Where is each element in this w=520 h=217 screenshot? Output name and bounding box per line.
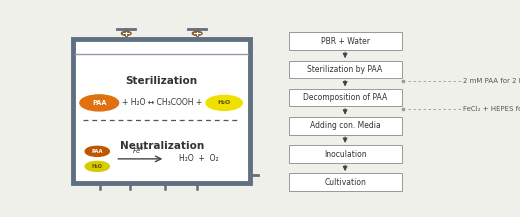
- FancyBboxPatch shape: [289, 89, 401, 106]
- Text: PAA: PAA: [92, 100, 107, 106]
- Text: Inoculation: Inoculation: [324, 150, 367, 159]
- FancyBboxPatch shape: [289, 61, 401, 78]
- Text: Cultivation: Cultivation: [324, 178, 366, 187]
- Text: + H₂O ↔ CH₃COOH +: + H₂O ↔ CH₃COOH +: [122, 98, 202, 107]
- FancyBboxPatch shape: [289, 117, 401, 135]
- Circle shape: [206, 95, 242, 110]
- Circle shape: [80, 95, 119, 111]
- Text: PBR + Water: PBR + Water: [321, 37, 370, 46]
- Text: Sterilization by PAA: Sterilization by PAA: [307, 65, 383, 74]
- Text: H₂O: H₂O: [217, 100, 231, 105]
- Text: Fe²⁺: Fe²⁺: [133, 148, 148, 154]
- Text: H₂O: H₂O: [92, 164, 103, 169]
- Text: PAA: PAA: [92, 149, 103, 154]
- Circle shape: [192, 31, 202, 35]
- Text: Sterilization: Sterilization: [126, 76, 198, 86]
- Text: H₂O  +  O₂: H₂O + O₂: [179, 154, 219, 163]
- Text: FeCl₂ + HEPES for 6 h: FeCl₂ + HEPES for 6 h: [463, 106, 520, 112]
- FancyBboxPatch shape: [73, 39, 251, 183]
- Text: Decomposition of PAA: Decomposition of PAA: [303, 93, 387, 102]
- Text: Neutralization: Neutralization: [120, 141, 204, 151]
- FancyBboxPatch shape: [289, 32, 401, 50]
- Circle shape: [85, 146, 109, 156]
- FancyBboxPatch shape: [289, 145, 401, 163]
- FancyBboxPatch shape: [289, 174, 401, 191]
- Text: Adding con. Media: Adding con. Media: [310, 121, 381, 130]
- Circle shape: [122, 31, 131, 35]
- Text: 2 mM PAA for 2 h: 2 mM PAA for 2 h: [463, 78, 520, 84]
- Circle shape: [85, 161, 109, 171]
